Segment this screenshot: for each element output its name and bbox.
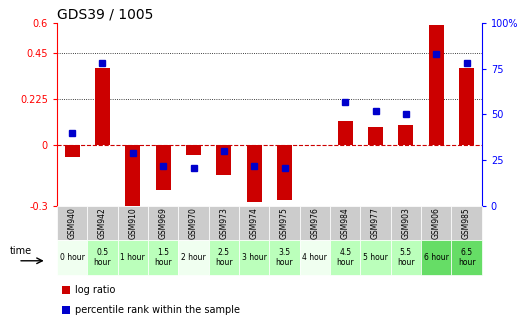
Text: GSM973: GSM973 xyxy=(219,207,228,239)
Text: GSM940: GSM940 xyxy=(68,207,77,239)
Text: time: time xyxy=(10,246,32,256)
Text: GSM976: GSM976 xyxy=(310,207,320,239)
Text: 4.5
hour: 4.5 hour xyxy=(336,248,354,267)
Text: GSM977: GSM977 xyxy=(371,207,380,239)
Text: 0.5
hour: 0.5 hour xyxy=(94,248,111,267)
Text: 2 hour: 2 hour xyxy=(181,253,206,262)
Text: percentile rank within the sample: percentile rank within the sample xyxy=(75,305,240,315)
Text: 3 hour: 3 hour xyxy=(242,253,267,262)
Bar xyxy=(125,145,140,216)
Text: 6.5
hour: 6.5 hour xyxy=(458,248,476,267)
Text: 4 hour: 4 hour xyxy=(303,253,327,262)
Bar xyxy=(338,121,353,145)
Bar xyxy=(368,127,383,145)
Text: GSM910: GSM910 xyxy=(128,207,137,239)
Text: 1.5
hour: 1.5 hour xyxy=(154,248,172,267)
Bar xyxy=(155,145,171,190)
Text: GSM975: GSM975 xyxy=(280,207,289,239)
Bar xyxy=(186,145,201,155)
Text: 1 hour: 1 hour xyxy=(121,253,145,262)
Text: GSM984: GSM984 xyxy=(341,207,350,239)
Text: 2.5
hour: 2.5 hour xyxy=(215,248,233,267)
Text: GSM974: GSM974 xyxy=(250,207,258,239)
Text: GSM942: GSM942 xyxy=(98,207,107,239)
Bar xyxy=(65,145,80,157)
Text: GSM903: GSM903 xyxy=(401,207,410,239)
Text: 0 hour: 0 hour xyxy=(60,253,84,262)
Text: GDS39 / 1005: GDS39 / 1005 xyxy=(57,8,153,22)
Text: 5.5
hour: 5.5 hour xyxy=(397,248,415,267)
Bar xyxy=(428,25,444,145)
Text: GSM969: GSM969 xyxy=(159,207,168,239)
Text: GSM985: GSM985 xyxy=(462,207,471,239)
Bar xyxy=(277,145,292,200)
Text: 3.5
hour: 3.5 hour xyxy=(276,248,293,267)
Bar xyxy=(95,68,110,145)
Text: GSM906: GSM906 xyxy=(431,207,441,239)
Text: 5 hour: 5 hour xyxy=(363,253,388,262)
Text: log ratio: log ratio xyxy=(75,285,116,295)
Text: 6 hour: 6 hour xyxy=(424,253,449,262)
Bar xyxy=(247,145,262,202)
Bar xyxy=(216,145,232,176)
Bar xyxy=(459,68,474,145)
Text: GSM970: GSM970 xyxy=(189,207,198,239)
Bar xyxy=(398,125,413,145)
